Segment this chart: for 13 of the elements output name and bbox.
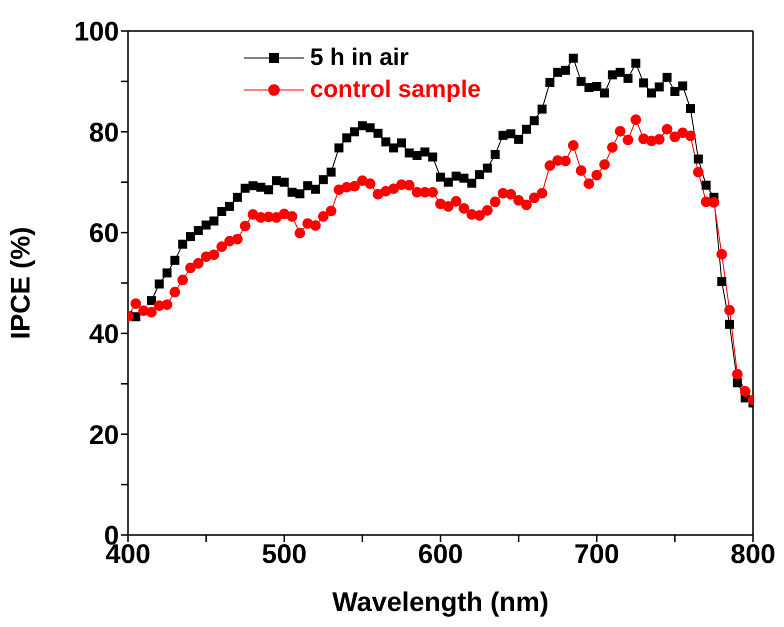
y-tick-label: 60 [88, 218, 119, 248]
x-axis-title: Wavelength (nm) [332, 587, 549, 617]
x-tick-label: 800 [730, 539, 776, 570]
x-tick-label: 600 [418, 539, 464, 570]
y-tick-label: 40 [88, 318, 119, 349]
legend-label: 5 h in air [310, 44, 409, 72]
y-tick-label: 80 [88, 117, 119, 148]
y-tick-label: 20 [88, 420, 119, 450]
y-tick-label: 100 [74, 16, 119, 47]
legend-label: control sample [310, 76, 481, 104]
x-tick-label: 700 [574, 539, 620, 570]
y-axis-title: IPCE (%) [6, 226, 36, 340]
x-tick-label: 500 [262, 539, 307, 570]
